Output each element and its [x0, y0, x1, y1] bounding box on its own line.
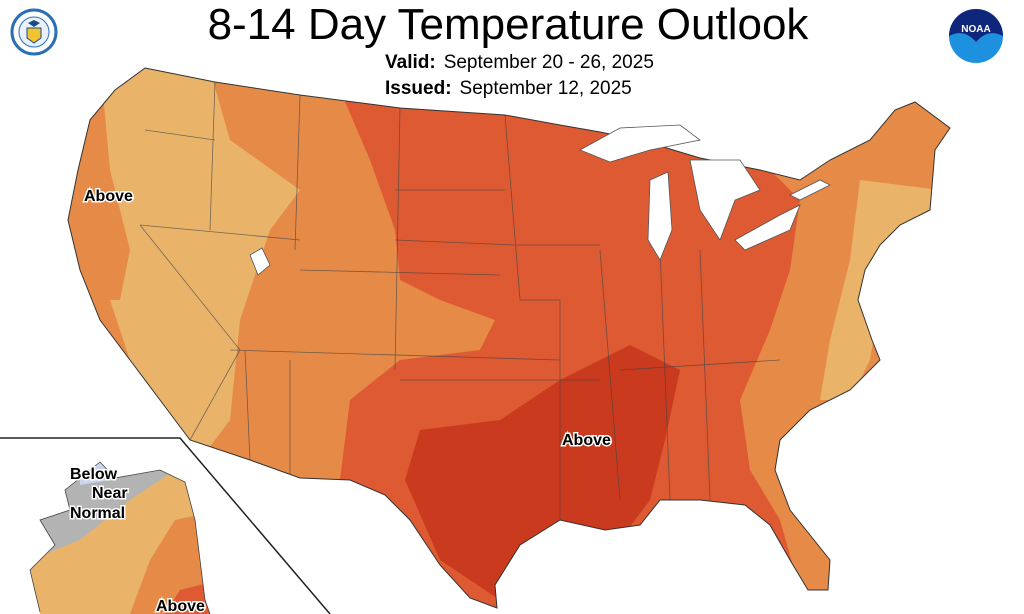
ak-normal-label: Normal — [70, 505, 125, 522]
ak-near-label: Near — [92, 485, 128, 502]
above-33-west-region — [95, 68, 300, 460]
conus-outline — [67, 67, 951, 609]
valid-label: Valid: — [385, 52, 436, 73]
state-borders — [139, 81, 781, 520]
noaa-logo-text: NOAA — [961, 24, 990, 35]
doc-seal-logo — [10, 8, 58, 56]
ak-above-label: Above — [156, 598, 205, 614]
ak-below-label: Below — [70, 466, 118, 483]
alaska-outline — [29, 461, 211, 614]
west-above-label: Above — [84, 188, 133, 205]
alaska-inset-frame — [0, 437, 331, 614]
great-lakes — [249, 124, 831, 276]
valid-value: September 20 - 26, 2025 — [443, 52, 654, 73]
issued-label: Issued: — [385, 78, 452, 99]
issued-date: Issued: September 12, 2025 — [385, 78, 632, 100]
south-above-label: Above — [562, 432, 611, 449]
valid-dates: Valid: September 20 - 26, 2025 — [385, 52, 654, 74]
page-title: 8-14 Day Temperature Outlook — [207, 0, 809, 49]
noaa-logo: NOAA — [949, 9, 1003, 63]
issued-value: September 12, 2025 — [459, 78, 632, 99]
